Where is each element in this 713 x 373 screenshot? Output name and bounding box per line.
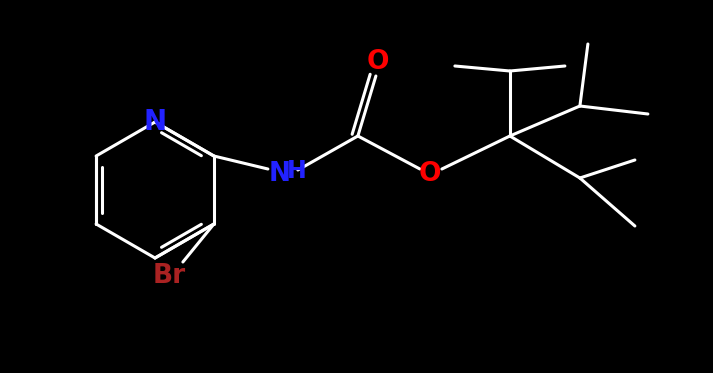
Text: Br: Br <box>153 263 185 289</box>
Text: O: O <box>419 161 441 187</box>
Text: N: N <box>269 161 291 187</box>
Text: H: H <box>287 159 307 183</box>
Text: N: N <box>143 108 167 136</box>
Text: O: O <box>366 49 389 75</box>
